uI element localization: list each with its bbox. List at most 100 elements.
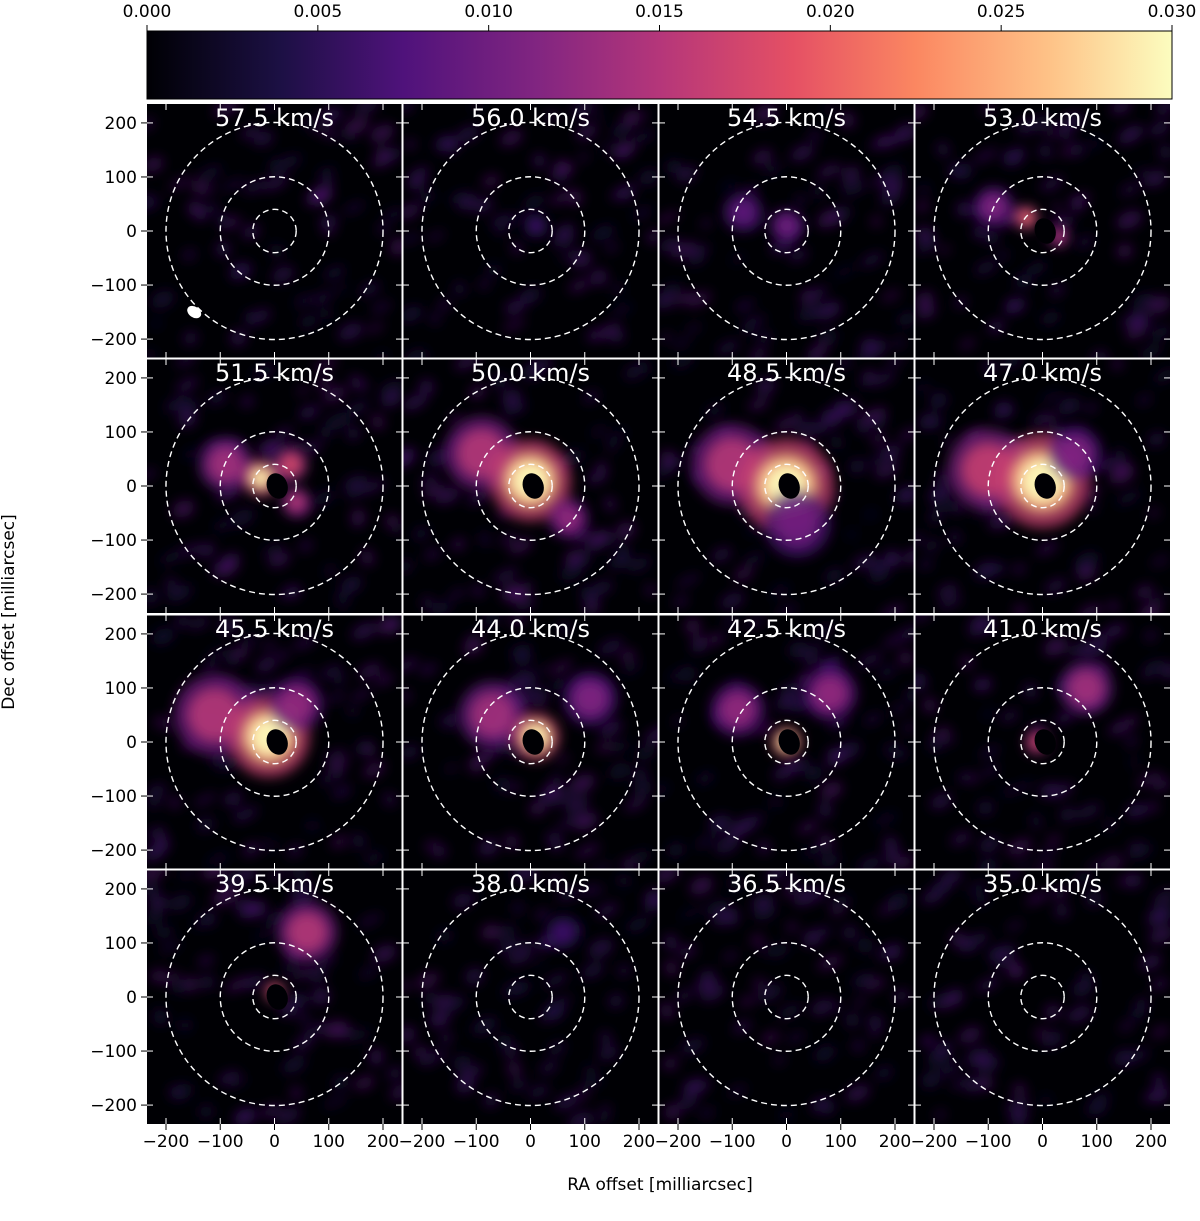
noise-speckle xyxy=(596,903,619,917)
noise-speckle xyxy=(523,686,548,703)
noise-speckle xyxy=(440,996,466,1013)
noise-speckle xyxy=(346,705,359,718)
noise-speckle xyxy=(421,596,434,610)
noise-speckle xyxy=(256,687,275,698)
noise-speckle xyxy=(1036,542,1059,555)
noise-speckle xyxy=(753,722,776,735)
channel-panel: 57.5 km/s xyxy=(147,104,402,358)
noise-speckle xyxy=(241,225,260,239)
noise-speckle xyxy=(198,166,223,181)
noise-speckle xyxy=(871,216,882,227)
noise-speckle xyxy=(1026,261,1048,276)
noise-speckle xyxy=(624,797,647,811)
noise-speckle xyxy=(894,989,909,1002)
noise-speckle xyxy=(828,716,849,730)
noise-speckle xyxy=(786,922,798,932)
noise-speckle xyxy=(403,982,412,991)
noise-speckle xyxy=(206,852,230,866)
noise-speckle xyxy=(521,363,544,381)
noise-speckle xyxy=(455,126,480,143)
noise-speckle xyxy=(680,1038,706,1054)
y-tick-label: 0 xyxy=(126,477,137,497)
noise-speckle xyxy=(961,656,974,669)
noise-speckle xyxy=(956,771,972,783)
noise-speckle xyxy=(844,1012,860,1028)
reference-circle xyxy=(1020,719,1065,765)
noise-speckle xyxy=(371,414,385,430)
noise-speckle xyxy=(662,1057,678,1070)
noise-speckle xyxy=(1143,1088,1165,1103)
noise-speckle xyxy=(617,874,630,888)
noise-speckle xyxy=(377,224,389,234)
y-tick-label: 0 xyxy=(126,733,137,753)
y-tick-label: −200 xyxy=(90,585,137,605)
noise-speckle xyxy=(897,312,914,326)
noise-speckle xyxy=(1116,490,1142,505)
noise-speckle xyxy=(379,380,402,398)
noise-speckle xyxy=(924,539,940,552)
noise-speckle xyxy=(183,331,198,345)
noise-speckle xyxy=(178,870,197,879)
noise-speckle xyxy=(664,1105,680,1120)
noise-speckle xyxy=(785,877,802,888)
reference-circle xyxy=(764,208,809,254)
x-tick-label: 0 xyxy=(781,1132,792,1152)
noise-speckle xyxy=(844,183,869,197)
noise-speckle xyxy=(967,774,981,783)
noise-speckle xyxy=(147,798,162,809)
central-hole xyxy=(778,473,800,499)
noise-speckle xyxy=(865,978,886,991)
noise-speckle xyxy=(674,292,695,305)
noise-speckle xyxy=(892,703,906,714)
x-tick-label: 200 xyxy=(1135,1132,1167,1152)
noise-speckle xyxy=(371,301,392,313)
noise-speckle xyxy=(1075,803,1102,819)
reference-circle xyxy=(475,942,586,1052)
noise-speckle xyxy=(327,130,339,140)
noise-speckle xyxy=(915,291,934,307)
noise-speckle xyxy=(840,112,855,128)
noise-speckle xyxy=(465,968,484,985)
y-tick-label: 200 xyxy=(105,880,137,900)
noise-speckle xyxy=(1104,819,1116,831)
emission-blob xyxy=(1068,670,1104,706)
x-tick-label: −100 xyxy=(965,1132,1012,1152)
noise-speckle xyxy=(350,689,372,701)
noise-speckle xyxy=(1119,183,1140,196)
noise-speckle xyxy=(1010,781,1035,794)
noise-speckle xyxy=(797,820,820,834)
noise-speckle xyxy=(716,340,740,355)
noise-speckle xyxy=(561,449,584,466)
noise-speckle xyxy=(233,1108,257,1124)
noise-speckle xyxy=(1012,1083,1026,1097)
noise-speckle xyxy=(968,615,990,627)
noise-speckle xyxy=(507,949,531,965)
noise-speckle xyxy=(1040,1095,1052,1106)
noise-speckle xyxy=(240,126,260,139)
noise-speckle xyxy=(1148,906,1165,917)
panel-image xyxy=(659,615,914,869)
noise-speckle xyxy=(1013,564,1026,574)
noise-speckle xyxy=(804,765,824,781)
noise-speckle xyxy=(268,158,285,173)
noise-speckle xyxy=(403,745,419,759)
noise-speckle xyxy=(1006,839,1032,855)
noise-speckle xyxy=(319,426,332,440)
noise-speckle xyxy=(222,217,242,229)
noise-speckle xyxy=(621,662,642,675)
noise-speckle xyxy=(290,882,313,897)
noise-speckle xyxy=(568,1111,594,1124)
noise-speckle xyxy=(159,550,185,565)
noise-speckle xyxy=(756,984,783,1002)
noise-speckle xyxy=(577,1090,589,1100)
emission xyxy=(546,915,581,950)
noise-speckle xyxy=(234,898,253,912)
noise-speckle xyxy=(431,1016,452,1028)
noise-speckle xyxy=(688,292,712,307)
noise-speckle xyxy=(441,137,459,154)
noise-speckle xyxy=(386,1067,402,1080)
panel-image xyxy=(915,359,1170,613)
x-tick-label: −200 xyxy=(399,1132,446,1152)
noise-speckle xyxy=(418,190,435,203)
noise-speckle xyxy=(438,712,461,726)
